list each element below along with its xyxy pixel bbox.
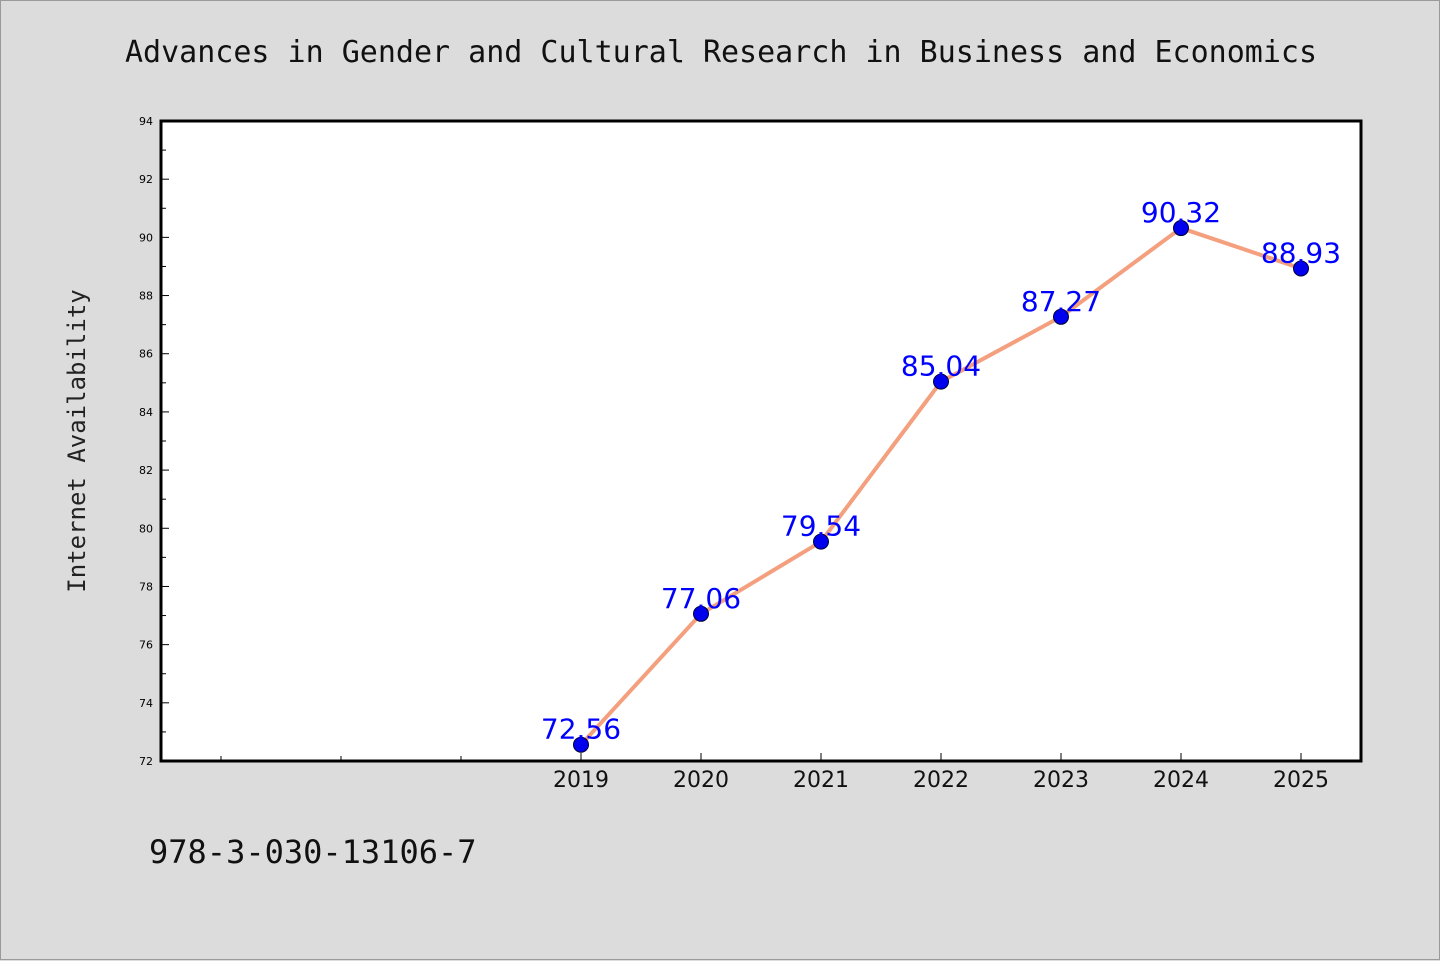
y-tick-label: 86 — [139, 348, 153, 361]
y-tick-label: 88 — [139, 290, 153, 303]
y-tick-label: 94 — [139, 115, 153, 128]
y-tick-label: 72 — [139, 755, 153, 768]
y-tick-label: 90 — [139, 231, 153, 244]
y-tick-label: 76 — [139, 639, 153, 652]
data-label: 87.27 — [1021, 285, 1101, 318]
data-point — [573, 736, 589, 753]
chart-title: Advances in Gender and Cultural Research… — [124, 35, 1318, 70]
x-tick-label: 2022 — [913, 768, 969, 793]
data-label: 79.54 — [781, 510, 861, 543]
data-label: 85.04 — [901, 350, 981, 383]
x-tick-label: 2025 — [1273, 768, 1329, 793]
y-tick-label: 92 — [139, 173, 153, 186]
y-tick-label: 84 — [139, 406, 153, 419]
x-tick-label: 2019 — [553, 768, 609, 793]
y-tick-label: 78 — [139, 580, 153, 593]
y-tick-label: 82 — [139, 464, 153, 477]
data-point — [1173, 220, 1189, 237]
isbn-note: 978-3-030-13106-7 — [149, 833, 477, 871]
y-tick-label: 80 — [139, 522, 153, 535]
x-tick-label: 2024 — [1153, 768, 1209, 793]
x-tick-label: 2021 — [793, 768, 849, 793]
data-label: 90.32 — [1141, 196, 1221, 229]
data-label: 72.56 — [541, 713, 621, 746]
y-tick-label: 74 — [139, 697, 153, 710]
data-point — [1293, 260, 1309, 277]
data-point — [693, 605, 709, 622]
y-axis-label: Internet Availability — [63, 289, 91, 592]
data-label: 88.93 — [1261, 236, 1341, 269]
data-point — [933, 373, 949, 390]
data-point — [813, 533, 829, 550]
data-label: 77.06 — [661, 582, 741, 615]
data-point — [1053, 308, 1069, 325]
x-tick-label: 2020 — [673, 768, 729, 793]
plot-area — [159, 119, 1363, 763]
x-tick-label: 2023 — [1033, 768, 1089, 793]
